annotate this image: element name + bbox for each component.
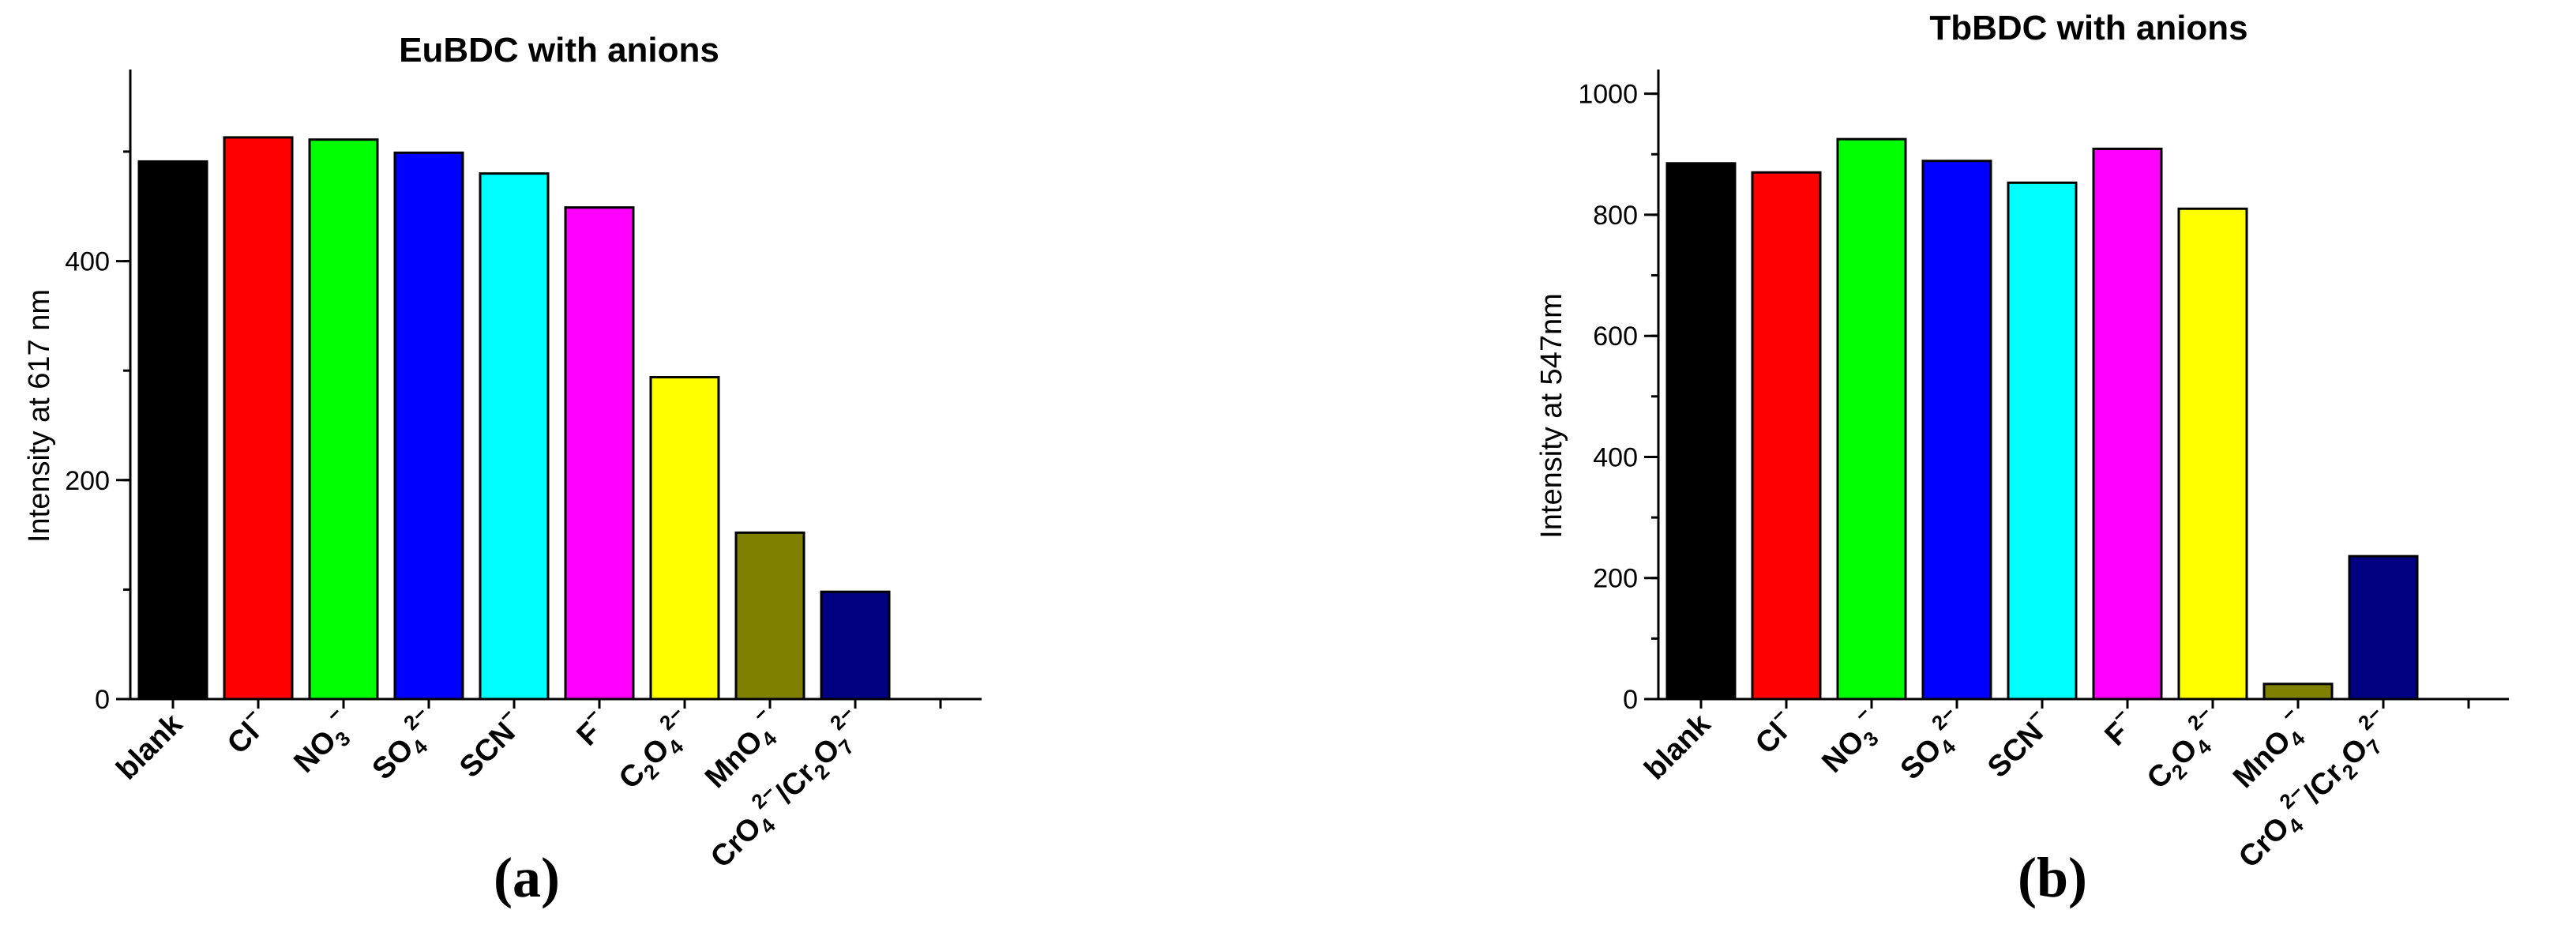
x-tick-label: C2O42−	[2135, 701, 2232, 799]
y-tick-label: 200	[65, 466, 110, 496]
bar	[1665, 162, 1737, 701]
x-tick-label: NO3−	[282, 701, 364, 784]
x-tick-label: C2O42−	[606, 701, 704, 799]
bar	[308, 138, 379, 701]
x-tick-label: SCN−	[1977, 702, 2059, 784]
bar	[2262, 682, 2334, 701]
x-tick-label: Cl−	[1744, 702, 1803, 761]
y-tick-label: 600	[1593, 321, 1638, 352]
bar	[1921, 160, 1992, 701]
bar	[2348, 555, 2419, 701]
panel-label-b: (b)	[2018, 846, 2087, 909]
chart-panel-1: TbBDC with anions Intensity at 547nm 0 200 4…	[1535, 9, 2509, 874]
chart-title: EuBDC with anions	[399, 31, 719, 70]
bar	[820, 590, 891, 701]
bar	[223, 136, 294, 701]
y-axis-label: Intensity at 547nm	[1535, 293, 1568, 539]
bar	[1836, 137, 1907, 701]
x-tick-label: Cl−	[216, 702, 275, 761]
bar	[2177, 207, 2248, 701]
x-tick-label: SO42−	[360, 701, 449, 790]
x-tick-label: blank	[110, 707, 189, 786]
y-tick-label: 800	[1593, 201, 1638, 231]
chart-panel-0: EuBDC with anions Intensity at 617 nm 0 200…	[23, 31, 982, 874]
bar	[1751, 171, 1822, 701]
panel-label-a: (a)	[494, 846, 560, 909]
y-tick-label: 0	[1623, 685, 1638, 715]
x-tick-label: blank	[1638, 707, 1717, 786]
x-tick-label: SCN−	[449, 702, 531, 784]
bar	[564, 206, 635, 701]
x-tick-label: SO42−	[1888, 701, 1977, 790]
bar	[137, 160, 208, 701]
y-tick-label: 0	[95, 685, 110, 715]
x-tick-label: F−	[2093, 702, 2143, 752]
y-tick-label: 200	[1593, 564, 1638, 594]
y-axis-label: Intensity at 617 nm	[23, 289, 56, 543]
bar	[393, 151, 464, 701]
y-tick-label: 400	[65, 247, 110, 277]
bar	[2007, 181, 2078, 701]
bar	[734, 531, 805, 701]
bar	[479, 172, 550, 701]
y-tick-label: 1000	[1578, 80, 1638, 110]
y-tick-label: 400	[1593, 442, 1638, 472]
x-tick-label: NO3−	[1810, 701, 1892, 784]
x-tick-label: F−	[565, 702, 615, 752]
bar	[649, 375, 720, 701]
chart-title: TbBDC with anions	[1929, 9, 2247, 47]
bar	[2092, 147, 2163, 701]
